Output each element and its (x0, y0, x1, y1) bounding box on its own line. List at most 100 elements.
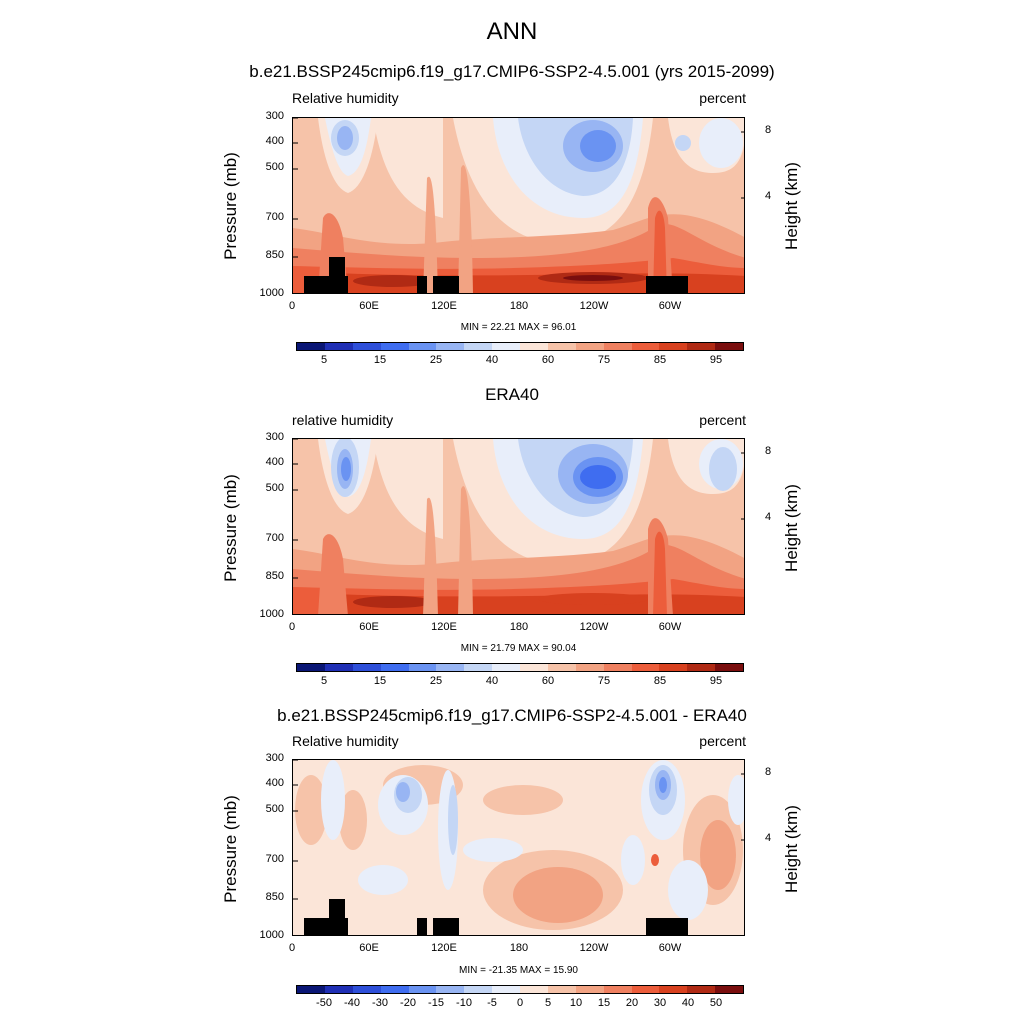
colorbar-label: 15 (373, 354, 387, 366)
panel-3-title: b.e21.BSSP245cmip6.f19_g17.CMIP6-SSP2-4.… (277, 706, 747, 725)
terrain-mask (433, 918, 459, 935)
colorbar-label: 5 (320, 354, 328, 366)
y-tick-label: 500 (265, 482, 284, 494)
contour-region (383, 439, 443, 481)
contour-region (383, 118, 443, 160)
colorbar-swatch (631, 343, 660, 350)
colorbar-label: -30 (372, 997, 388, 1009)
contour-region (318, 534, 348, 614)
y-tick-label: 400 (265, 456, 284, 468)
y-tick-label: 850 (265, 249, 284, 261)
contour-region (295, 775, 327, 845)
contour-region (659, 777, 667, 793)
colorbar-label: 95 (709, 354, 723, 366)
x-tick-label: 180 (509, 300, 529, 312)
colorbar-swatch (324, 664, 353, 671)
panel-3-colorbar (296, 985, 744, 994)
colorbar-swatch (631, 664, 660, 671)
contour-region (339, 790, 367, 850)
y-tick-label: 700 (265, 532, 284, 544)
contour-region (538, 593, 648, 605)
colorbar-swatch (547, 986, 576, 993)
terrain-mask (304, 918, 348, 935)
colorbar-swatch (464, 343, 493, 350)
panel-1-var-label: Relative humidity (292, 90, 399, 106)
y-tick-label: 300 (265, 752, 284, 764)
colorbar-swatch (715, 343, 743, 350)
colorbar-swatch (687, 986, 716, 993)
x-tick-label: 120W (579, 942, 609, 954)
y-tick-label: 400 (265, 135, 284, 147)
colorbar-swatch (575, 343, 604, 350)
x-tick-label: 120E (431, 300, 457, 312)
colorbar-swatch (687, 664, 716, 671)
contour-region (458, 486, 473, 614)
contour-region (653, 210, 667, 293)
contour-field (293, 439, 744, 614)
terrain-mask (417, 918, 427, 935)
panel-1-y-axis-label: Pressure (mb) (221, 152, 240, 260)
colorbar-swatch (520, 986, 548, 993)
colorbar-label: -50 (316, 997, 332, 1009)
x-tick-label: 120E (431, 621, 457, 633)
contour-region (448, 785, 458, 855)
right-tick-label: 4 (765, 190, 772, 202)
panel-2-right-axis-label: Height (km) (782, 484, 801, 572)
colorbar-swatch (408, 664, 437, 671)
colorbar-swatch (547, 343, 576, 350)
colorbar-label: 50 (709, 997, 723, 1009)
panel-2-plot-area (292, 438, 745, 615)
panel-2-min-max: MIN = 21.79 MAX = 90.04 (460, 643, 577, 654)
colorbar-swatch (436, 986, 465, 993)
y-tick-label: 1000 (259, 287, 284, 299)
contour-region (353, 596, 433, 608)
colorbar-label: 5 (544, 997, 552, 1009)
panel-2-var-label: relative humidity (292, 412, 394, 428)
colorbar-swatch (464, 664, 493, 671)
colorbar-swatch (464, 986, 493, 993)
colorbar-swatch (380, 986, 409, 993)
colorbar-swatch (575, 986, 604, 993)
x-tick-label: 60W (658, 621, 682, 633)
colorbar-label: 40 (485, 354, 499, 366)
contour-region (675, 135, 691, 151)
contour-region (341, 457, 351, 481)
contour-region (513, 867, 603, 923)
colorbar-swatch (352, 986, 381, 993)
terrain-mask (329, 899, 345, 919)
contour-region (563, 275, 623, 281)
colorbar-swatch (324, 986, 353, 993)
panel-3-min-max: MIN = -21.35 MAX = 15.90 (459, 965, 578, 976)
x-tick-label: 0 (288, 300, 296, 312)
colorbar-label: -10 (456, 997, 472, 1009)
panel-1-plot-area (292, 117, 745, 294)
colorbar-swatch (380, 664, 409, 671)
contour-region (709, 447, 737, 491)
y-tick-label: 850 (265, 570, 284, 582)
panel-1-colorbar (296, 342, 744, 351)
colorbar-label: 0 (516, 997, 524, 1009)
colorbar-label: 60 (541, 354, 555, 366)
contour-region (580, 130, 616, 162)
panel-2-y-axis-label: Pressure (mb) (221, 474, 240, 582)
colorbar-swatch (715, 986, 743, 993)
panel-1-min-max: MIN = 22.21 MAX = 96.01 (460, 322, 577, 333)
figure-title: ANN (486, 18, 538, 45)
x-tick-label: 120W (579, 300, 609, 312)
colorbar-label: 20 (625, 997, 639, 1009)
panel-3-y-axis-label: Pressure (mb) (221, 795, 240, 903)
colorbar-swatch (659, 343, 688, 350)
contour-region (463, 838, 523, 862)
contour-region (423, 497, 438, 614)
y-tick-label: 400 (265, 777, 284, 789)
contour-region (668, 860, 708, 920)
x-tick-label: 0 (288, 621, 296, 633)
y-tick-label: 700 (265, 853, 284, 865)
colorbar-swatch (715, 664, 743, 671)
x-tick-label: 60W (658, 300, 682, 312)
colorbar-swatch (380, 343, 409, 350)
right-tick-label: 4 (765, 511, 772, 523)
y-tick-label: 300 (265, 431, 284, 443)
colorbar-swatch (492, 664, 520, 671)
colorbar-label: 25 (429, 675, 443, 687)
